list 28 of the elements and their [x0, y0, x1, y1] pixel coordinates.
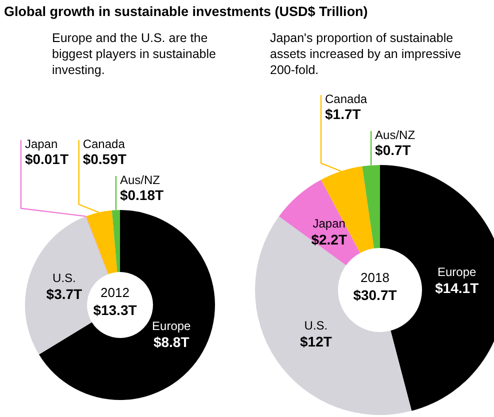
data-label: $14.1T: [435, 280, 480, 296]
data-label: $12T: [300, 334, 332, 350]
text: Europe and the U.S. are the biggest players in sustainable investing.: [52, 30, 217, 78]
data-label: $0.18T: [120, 187, 164, 203]
slice-label: Canada: [82, 137, 126, 151]
data-label: $1.7T: [325, 106, 362, 122]
text: 2012: [100, 285, 130, 300]
data-label: $2.2T: [311, 232, 348, 248]
slice-label: U.S.: [304, 318, 328, 333]
chart-title: Global growth in sustainable investments (USD$ Trillion): [4, 4, 368, 19]
donut-slice: [38, 210, 215, 400]
text: Japan's proportion of sustainable assets increased by an impressive 200-fold.: [270, 30, 462, 78]
slice-label: Japan: [24, 137, 58, 151]
text: 2018: [360, 270, 390, 285]
slice-label: Aus/NZ: [375, 128, 416, 142]
slice-label: Europe: [152, 318, 192, 333]
data-label: $8.8T: [153, 334, 190, 350]
text: $13.3T: [93, 302, 138, 318]
slice-label: U.S.: [52, 271, 76, 286]
data-label: $0.01T: [24, 151, 69, 167]
slice-label: Aus/NZ: [120, 173, 160, 187]
data-label: $0.59T: [82, 151, 127, 167]
slice-label: Canada: [325, 92, 368, 106]
text: $30.7T: [353, 287, 398, 303]
slice-label: Japan: [312, 216, 346, 231]
slice-label: Europe: [438, 265, 477, 280]
data-label: $0.7T: [375, 142, 412, 158]
data-label: $3.7T: [46, 286, 83, 302]
